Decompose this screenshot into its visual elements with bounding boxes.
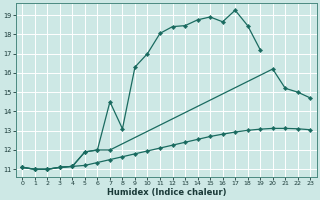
X-axis label: Humidex (Indice chaleur): Humidex (Indice chaleur) — [107, 188, 226, 197]
